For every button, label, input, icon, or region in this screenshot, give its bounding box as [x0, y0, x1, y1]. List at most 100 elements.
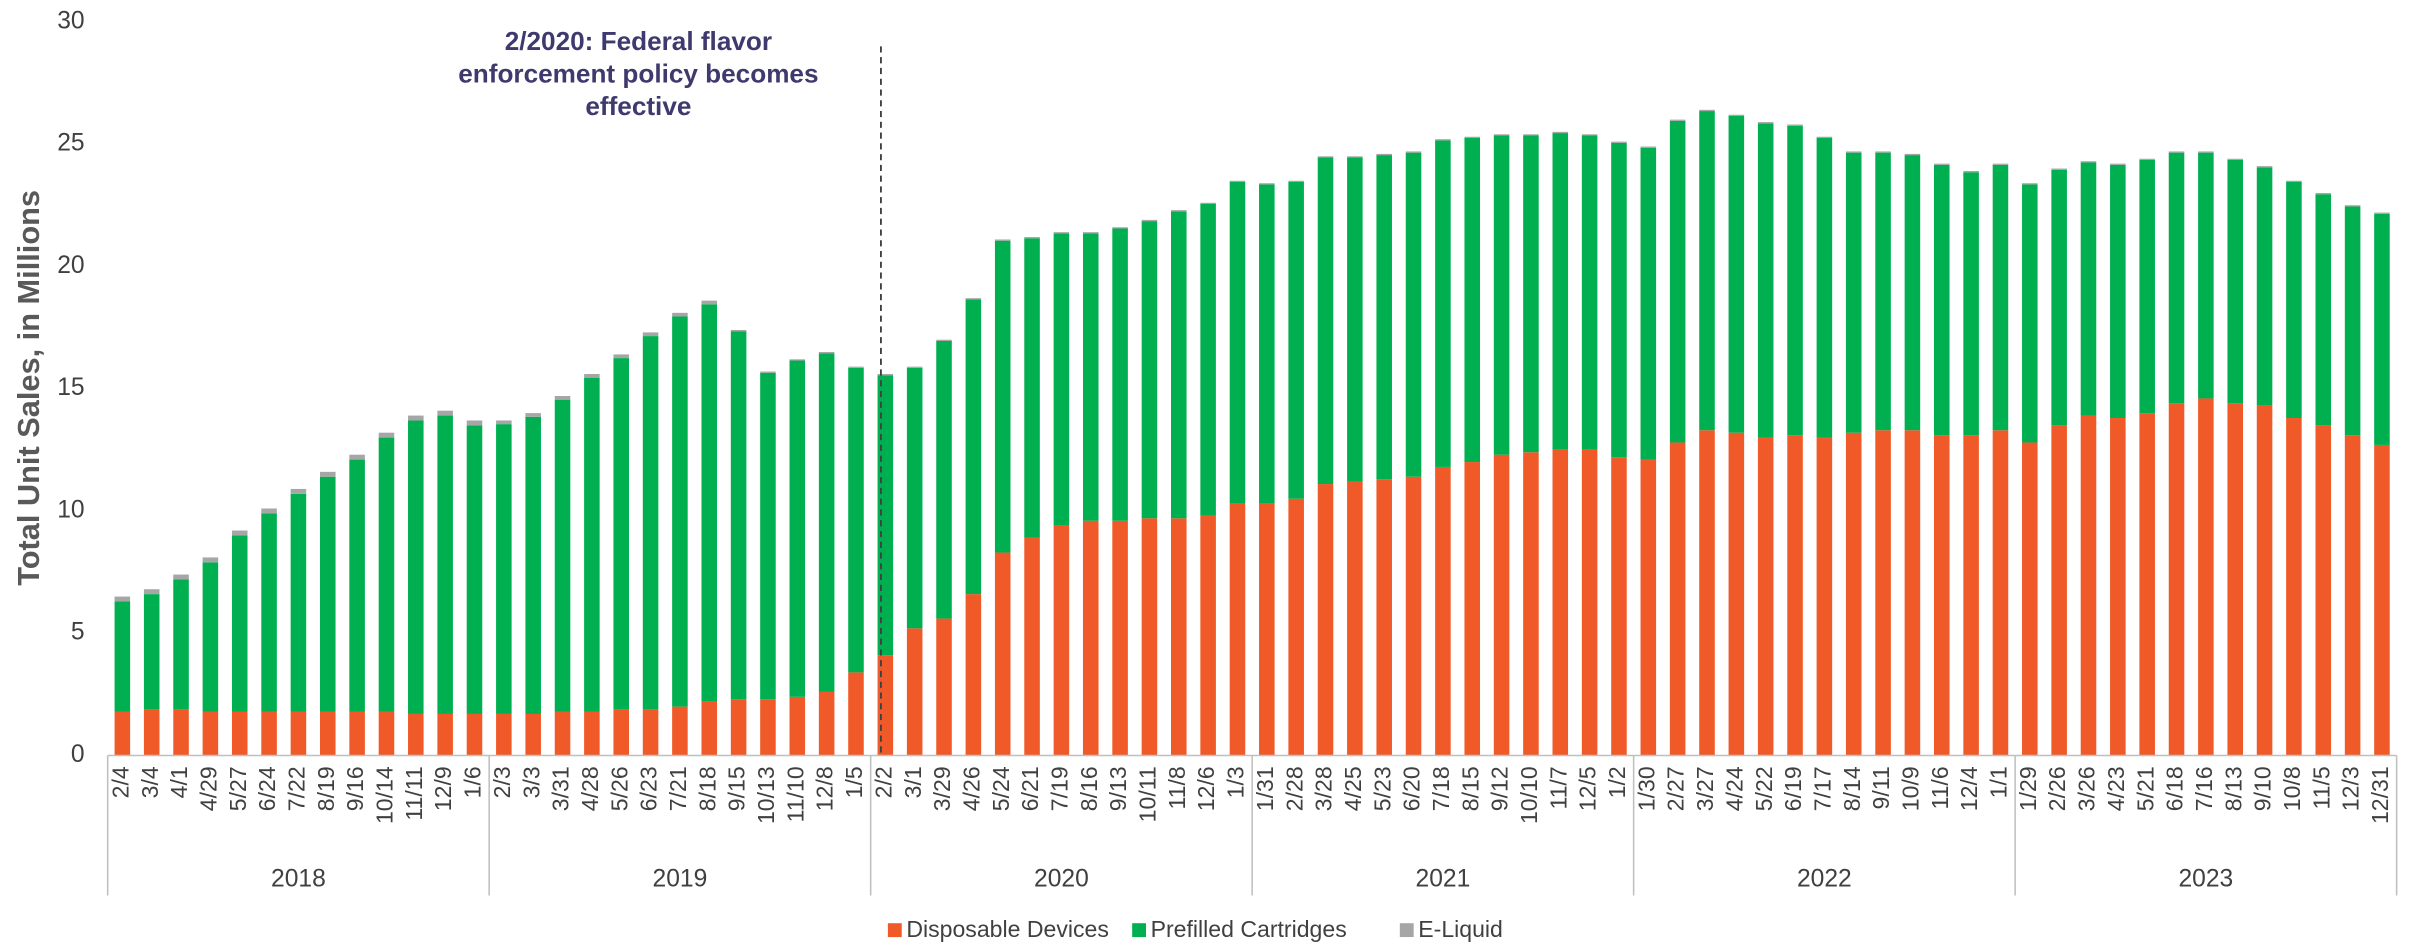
- bar-segment: [378, 437, 395, 712]
- x-tick-label: 1/30: [1633, 766, 1659, 811]
- bar-segment: [1875, 151, 1891, 153]
- bar-segment: [231, 535, 248, 712]
- x-tick-label: 2/26: [2044, 766, 2070, 811]
- bar-segment: [2227, 158, 2243, 160]
- bar-segment: [1611, 142, 1627, 458]
- legend-label: Disposable Devices: [906, 916, 1109, 942]
- annotation-text: 2/2020: Federal flavor: [505, 26, 772, 56]
- x-tick-label: 4/1: [166, 766, 192, 798]
- bar-segment: [2227, 159, 2243, 404]
- bar-segment: [2198, 398, 2214, 756]
- bar-segment: [1288, 180, 1304, 182]
- x-tick-label: 7/22: [284, 766, 310, 811]
- bar-segment: [1229, 180, 1246, 182]
- bar-segment: [2198, 152, 2214, 399]
- bar-segment: [1992, 430, 2009, 756]
- bar-segment: [378, 432, 395, 438]
- bar-segment: [701, 304, 718, 702]
- bar-segment: [2051, 425, 2067, 756]
- bar-segment: [1464, 136, 1481, 138]
- bar-segment: [2139, 159, 2155, 414]
- bar-segment: [496, 420, 512, 425]
- bar-segment: [1024, 238, 1040, 538]
- x-tick-label: 12/4: [1956, 766, 1982, 811]
- y-tick-label: 15: [57, 374, 84, 401]
- bar-segment: [877, 655, 894, 756]
- bar-segment: [818, 351, 835, 354]
- bar-segment: [642, 332, 659, 337]
- bar-segment: [1640, 147, 1657, 460]
- x-tick-label: 12/6: [1193, 766, 1219, 811]
- bar-segment: [760, 371, 776, 373]
- x-tick-label: 10/10: [1516, 766, 1542, 824]
- bar-segment: [261, 513, 277, 712]
- bar-segment: [173, 709, 189, 756]
- bar-segment: [2168, 152, 2185, 404]
- bar-segment: [554, 711, 571, 756]
- bar-segment: [1347, 156, 1363, 158]
- bar-segment: [319, 711, 336, 756]
- bar-segment: [877, 373, 894, 376]
- bar-segment: [1787, 435, 1803, 756]
- bar-segment: [642, 709, 659, 756]
- x-tick-label: 3/1: [900, 766, 926, 798]
- bar-segment: [1405, 152, 1422, 477]
- bar-segment: [1523, 134, 1539, 136]
- bar-segment: [965, 594, 982, 756]
- bar-segment: [1082, 520, 1099, 756]
- bar-segment: [1053, 232, 1070, 234]
- bar-segment: [1757, 122, 1774, 124]
- bar-segment: [1347, 481, 1363, 756]
- x-tick-label: 3/29: [929, 766, 955, 811]
- bar-segment: [1933, 164, 1950, 436]
- bar-segment: [319, 476, 336, 712]
- bar-segment: [1611, 457, 1627, 756]
- bar-segment: [1053, 233, 1070, 526]
- bar-segment: [789, 360, 806, 697]
- bar-segment: [2080, 415, 2097, 756]
- group-label: 2023: [2178, 866, 2233, 893]
- bar-segment: [672, 316, 688, 707]
- bar-segment: [1581, 449, 1598, 756]
- bar-segment: [290, 493, 307, 712]
- bar-segment: [1845, 151, 1862, 153]
- bar-segment: [349, 711, 365, 756]
- bar-segment: [173, 574, 189, 580]
- x-tick-label: 9/10: [2250, 766, 2276, 811]
- bar-segment: [1640, 146, 1657, 148]
- x-tick-label: 4/25: [1340, 766, 1366, 811]
- bar-segment: [1728, 115, 1745, 433]
- bar-segment: [2256, 167, 2273, 406]
- bar-segment: [143, 589, 160, 595]
- bar-segment: [1552, 131, 1569, 134]
- bar-segment: [2139, 413, 2155, 756]
- bar-segment: [2286, 418, 2302, 756]
- bar-segment: [1523, 135, 1539, 453]
- x-tick-label: 3/27: [1692, 766, 1718, 811]
- bar-segment: [2374, 212, 2390, 214]
- bar-segment: [1259, 183, 1275, 185]
- x-tick-label: 11/10: [782, 766, 808, 822]
- x-tick-label: 2/4: [107, 766, 133, 798]
- bar-segment: [848, 366, 864, 368]
- x-tick-label: 1/29: [2015, 766, 2041, 811]
- x-tick-label: 1/31: [1252, 766, 1278, 811]
- bar-segment: [1288, 498, 1304, 756]
- x-tick-label: 10/8: [2279, 766, 2305, 811]
- x-tick-label: 12/8: [812, 766, 838, 811]
- bar-segment: [1816, 437, 1833, 756]
- bar-segment: [701, 701, 718, 756]
- bar-segment: [2051, 168, 2067, 170]
- bar-segment: [1699, 111, 1715, 431]
- bar-segment: [2374, 444, 2390, 756]
- x-tick-label: 8/16: [1076, 766, 1102, 811]
- x-tick-label: 4/28: [577, 766, 603, 811]
- x-tick-label: 9/15: [724, 766, 750, 811]
- bar-segment: [1904, 153, 1921, 156]
- bar-segment: [877, 375, 894, 656]
- x-tick-label: 3/31: [548, 766, 574, 811]
- bar-segment: [2110, 164, 2126, 419]
- bar-segment: [1845, 152, 1862, 433]
- bar-segment: [965, 298, 982, 300]
- y-tick-label: 5: [71, 619, 85, 646]
